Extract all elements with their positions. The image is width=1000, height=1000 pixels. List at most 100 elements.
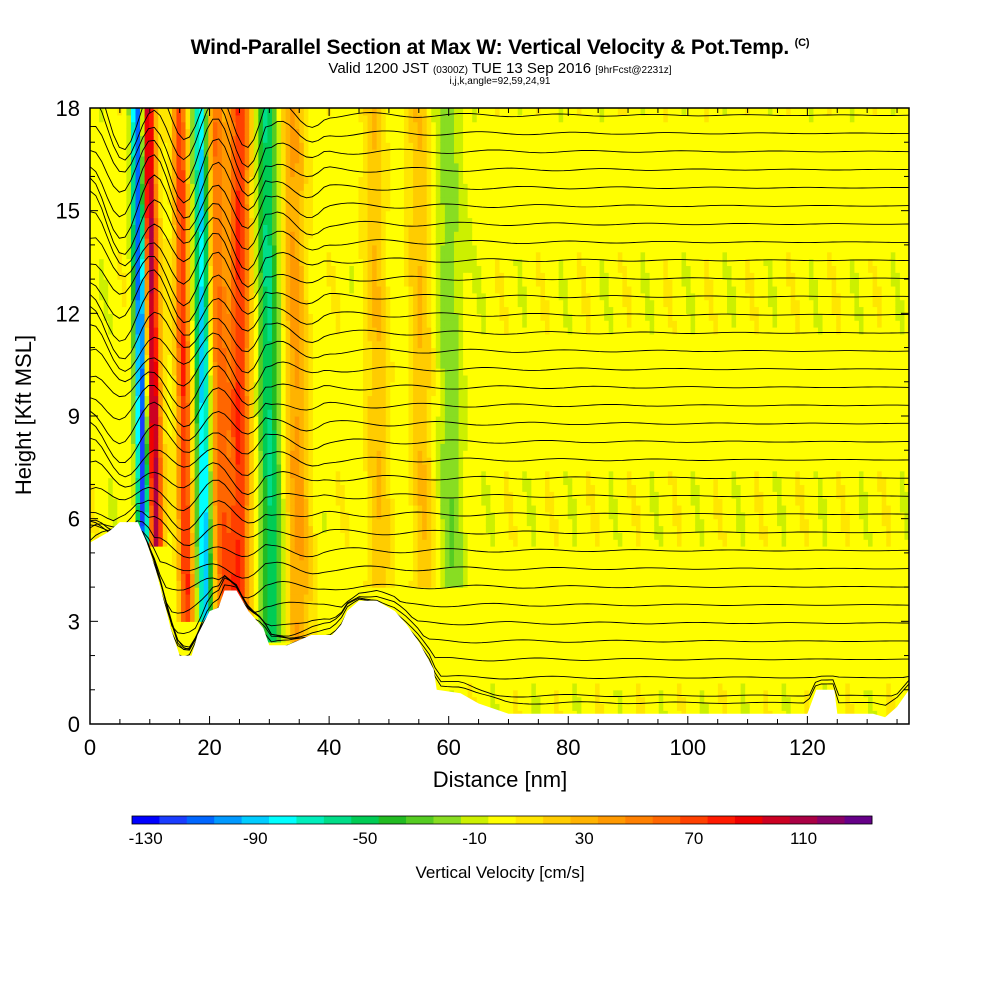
velocity-cell (326, 190, 332, 198)
velocity-cell (226, 368, 232, 376)
velocity-cell (221, 552, 228, 561)
velocity-cell (108, 416, 114, 424)
velocity-cell (185, 477, 191, 486)
velocity-cell (249, 587, 255, 595)
velocity-cell (294, 374, 300, 383)
velocity-cell (294, 135, 300, 143)
velocity-cell (126, 121, 132, 130)
velocity-cell (267, 258, 273, 267)
velocity-cell (331, 374, 337, 383)
velocity-cell (285, 279, 291, 287)
velocity-cell (176, 552, 182, 561)
velocity-cell (190, 518, 196, 527)
velocity-cell (199, 511, 205, 520)
velocity-cell (181, 354, 187, 362)
velocity-cell (253, 600, 259, 609)
velocity-cell (190, 203, 196, 212)
velocity-cell (94, 361, 100, 369)
velocity-cell (212, 169, 218, 178)
velocity-cell (90, 217, 96, 225)
velocity-cell (249, 443, 255, 451)
velocity-cell (276, 196, 282, 205)
velocity-cell (231, 142, 237, 150)
velocity-cell (326, 265, 332, 273)
velocity-cell (312, 224, 319, 232)
velocity-cell (153, 258, 159, 267)
velocity-cell (121, 463, 127, 472)
velocity-cell (217, 190, 223, 198)
velocity-cell (308, 422, 314, 431)
velocity-cell (171, 593, 178, 602)
velocity-cell (190, 306, 196, 314)
velocity-cell (117, 484, 123, 492)
velocity-cell (194, 573, 200, 581)
velocity-cell (303, 422, 309, 431)
velocity-cell (294, 333, 300, 342)
velocity-cell (262, 546, 269, 554)
velocity-cell (90, 347, 96, 355)
velocity-cell (185, 504, 191, 513)
velocity-cell (194, 463, 200, 472)
velocity-cell (217, 470, 223, 479)
velocity-cell (258, 190, 264, 198)
velocity-cell (199, 607, 205, 616)
velocity-cell (140, 149, 146, 157)
velocity-cell (231, 265, 237, 273)
velocity-cell (99, 292, 105, 301)
velocity-cell (299, 203, 305, 212)
velocity-cell (194, 457, 200, 465)
velocity-cell (285, 114, 291, 123)
velocity-cell (317, 251, 323, 260)
velocity-cell (317, 402, 323, 410)
velocity-cell (281, 593, 287, 602)
velocity-cell (226, 279, 232, 287)
velocity-cell (272, 498, 278, 506)
velocity-cell (244, 402, 250, 410)
velocity-cell (276, 265, 282, 273)
velocity-cell (290, 333, 296, 342)
velocity-cell (135, 511, 141, 520)
velocity-cell (162, 532, 168, 540)
velocity-cell (276, 443, 282, 451)
velocity-cell (203, 121, 209, 130)
velocity-cell (290, 628, 296, 636)
velocity-cell (272, 121, 278, 130)
velocity-cell (199, 443, 205, 451)
velocity-cell (212, 388, 218, 397)
velocity-cell (212, 546, 218, 554)
velocity-cell (181, 121, 187, 130)
velocity-cell (335, 121, 341, 130)
velocity-cell (217, 203, 223, 212)
velocity-cell (117, 313, 123, 321)
velocity-cell (199, 149, 205, 157)
velocity-cell (317, 272, 323, 280)
velocity-cell (249, 573, 255, 581)
velocity-cell (272, 354, 278, 362)
velocity-cell (267, 498, 273, 506)
velocity-cell (94, 429, 100, 438)
velocity-cell (221, 347, 228, 355)
velocity-cell (108, 333, 114, 342)
velocity-cell (267, 176, 273, 184)
velocity-cell (285, 539, 291, 547)
velocity-cell (303, 238, 309, 246)
velocity-cell (99, 429, 105, 438)
velocity-cell (108, 196, 114, 205)
velocity-cell (335, 470, 341, 479)
velocity-cell (231, 183, 237, 191)
velocity-cell (149, 470, 155, 479)
velocity-cell (99, 176, 105, 184)
velocity-cell (99, 484, 105, 492)
velocity-cell (308, 450, 314, 458)
velocity-cell (103, 484, 109, 492)
velocity-cell (312, 374, 319, 383)
velocity-cell (262, 600, 269, 609)
velocity-cell (199, 573, 205, 581)
velocity-cell (162, 135, 168, 143)
velocity-cell (149, 361, 155, 369)
velocity-cell (276, 340, 282, 349)
velocity-cell (181, 320, 187, 328)
velocity-cell (185, 491, 191, 499)
velocity-cell (290, 436, 296, 444)
velocity-cell (267, 238, 273, 246)
